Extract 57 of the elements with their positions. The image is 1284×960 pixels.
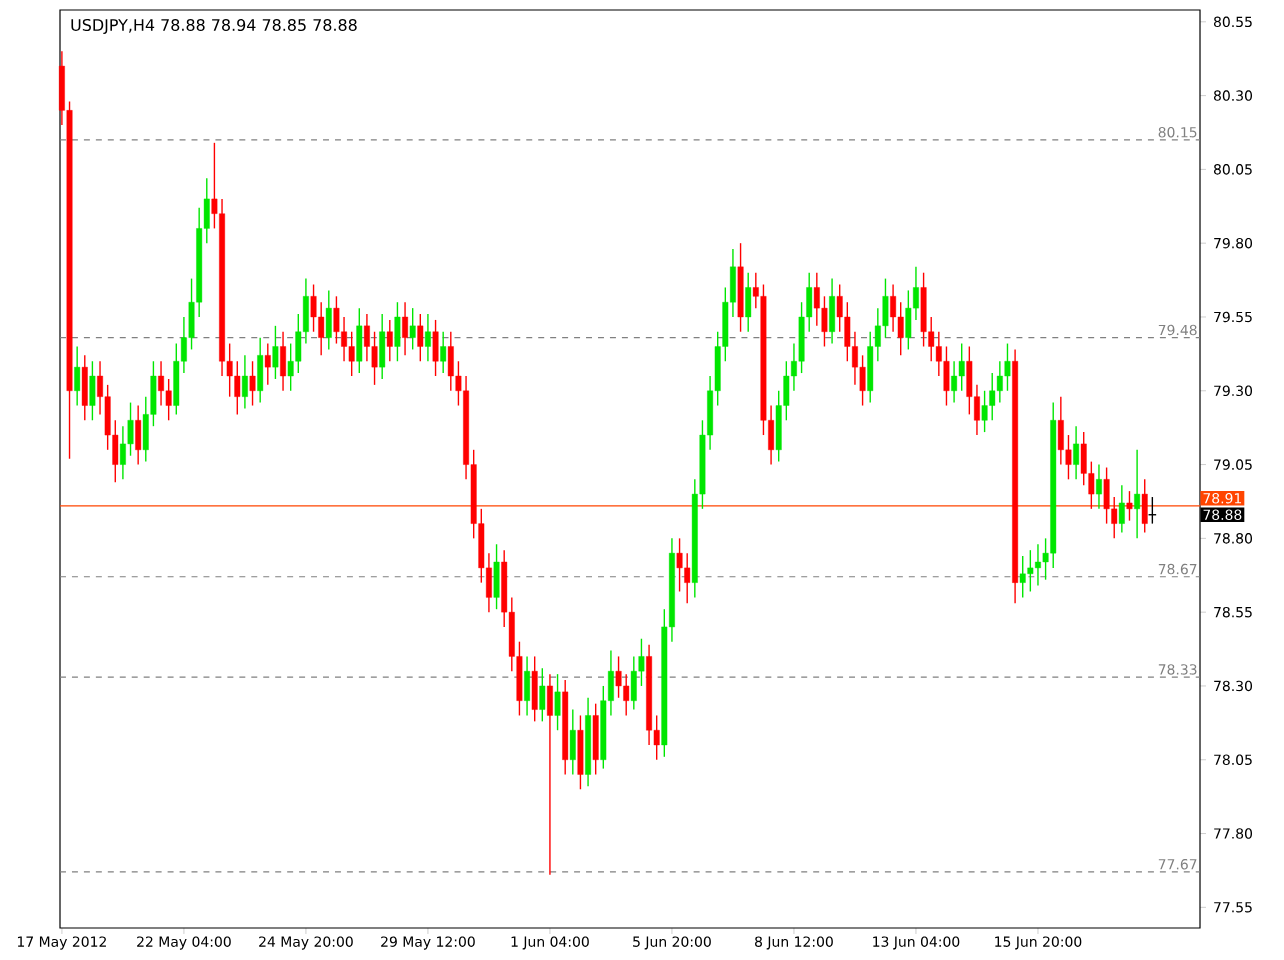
candlestick xyxy=(264,342,271,386)
candlestick xyxy=(623,673,630,717)
candlestick xyxy=(158,360,164,407)
candlestick xyxy=(493,543,500,610)
candlestick xyxy=(592,702,599,776)
candlestick xyxy=(386,319,393,362)
candlestick xyxy=(280,331,286,392)
candlestick xyxy=(272,325,279,380)
candlestick xyxy=(813,272,820,327)
candlestick xyxy=(524,655,530,717)
candlestick xyxy=(417,313,424,362)
candlestick xyxy=(745,272,752,333)
candlestick xyxy=(119,425,126,481)
candlestick xyxy=(890,283,897,333)
candlestick xyxy=(379,313,386,380)
candlestick xyxy=(440,331,447,374)
candlestick xyxy=(81,354,88,421)
candlestick xyxy=(1035,543,1041,587)
candlestick xyxy=(402,301,408,357)
candlestick xyxy=(241,354,248,410)
candlestick xyxy=(257,336,264,404)
candlestick xyxy=(569,708,576,776)
candlestick xyxy=(630,655,637,711)
candlestick xyxy=(249,360,256,407)
candlestick xyxy=(577,714,584,790)
candlestick xyxy=(554,673,561,731)
candlestick xyxy=(424,313,431,362)
candlestick xyxy=(74,345,81,407)
candlestick xyxy=(539,667,546,723)
candlestick xyxy=(547,673,553,876)
candlestick xyxy=(234,360,241,416)
candlestick xyxy=(1126,490,1133,522)
candlestick xyxy=(920,272,927,348)
candlestick xyxy=(1057,395,1064,466)
candlestick xyxy=(1118,484,1125,534)
candlestick xyxy=(1141,478,1148,534)
candlestick xyxy=(1096,463,1102,510)
candlestick xyxy=(432,319,439,377)
candlestick xyxy=(356,307,363,374)
candlestick xyxy=(531,655,538,723)
candlestick xyxy=(363,313,370,362)
candlestick xyxy=(1103,466,1110,525)
candlestick xyxy=(447,331,454,392)
candlestick xyxy=(409,307,416,351)
candlestick xyxy=(135,404,142,466)
candlestick xyxy=(1027,549,1034,593)
candlestick xyxy=(318,301,325,357)
candlestick xyxy=(829,277,836,345)
candlestick xyxy=(394,301,401,362)
candlestick xyxy=(684,552,691,604)
candlestick xyxy=(981,390,988,433)
candlestick xyxy=(325,289,332,351)
candlestick xyxy=(1019,555,1026,599)
candlestick xyxy=(1134,449,1141,540)
candlestick xyxy=(1073,425,1080,481)
candlestick xyxy=(951,360,958,404)
candlestick xyxy=(89,360,96,421)
